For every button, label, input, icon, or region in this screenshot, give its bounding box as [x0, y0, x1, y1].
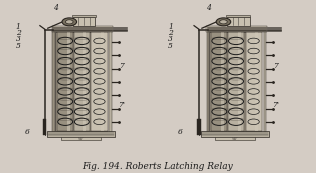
Bar — [74, 32, 90, 131]
Bar — [206, 26, 267, 32]
Ellipse shape — [220, 20, 227, 24]
Bar — [61, 137, 101, 140]
Text: wr: wr — [78, 136, 84, 141]
Bar — [52, 31, 55, 132]
Bar — [226, 15, 251, 17]
Bar — [91, 32, 107, 131]
Bar — [221, 32, 224, 131]
Bar — [67, 32, 70, 131]
Text: 6: 6 — [178, 128, 182, 136]
Bar — [52, 26, 112, 32]
Bar — [43, 119, 46, 135]
Text: Fig. 194. Roberts Latching Relay: Fig. 194. Roberts Latching Relay — [82, 162, 234, 171]
Bar — [55, 32, 107, 131]
Bar — [227, 17, 250, 26]
Text: 3: 3 — [168, 35, 173, 43]
Bar — [101, 32, 104, 131]
Text: 2: 2 — [168, 29, 173, 37]
Bar — [47, 131, 115, 137]
Bar — [201, 131, 269, 137]
Bar — [255, 32, 258, 131]
Bar — [211, 32, 228, 131]
Text: 7': 7' — [272, 101, 279, 109]
Bar — [72, 15, 96, 17]
Text: 4: 4 — [206, 4, 211, 12]
Text: 4: 4 — [53, 4, 58, 12]
Text: 1: 1 — [168, 23, 173, 31]
Bar — [228, 32, 244, 131]
Text: 7: 7 — [119, 62, 124, 70]
Text: 7: 7 — [274, 62, 278, 70]
Text: 1: 1 — [15, 23, 21, 31]
Ellipse shape — [216, 18, 231, 26]
Bar — [57, 32, 73, 131]
Bar — [207, 31, 209, 132]
Bar — [264, 31, 266, 132]
Text: 5: 5 — [15, 42, 21, 50]
Text: 2: 2 — [15, 29, 21, 37]
Text: 7': 7' — [118, 101, 125, 109]
Text: 6: 6 — [25, 128, 30, 136]
Ellipse shape — [62, 18, 76, 26]
Bar — [73, 17, 95, 26]
Bar — [246, 32, 262, 131]
Bar — [197, 119, 201, 135]
Bar — [109, 31, 112, 132]
Bar — [238, 32, 240, 131]
Text: 3: 3 — [15, 35, 21, 43]
Text: wr: wr — [232, 136, 238, 141]
Bar — [83, 32, 86, 131]
Bar — [209, 32, 261, 131]
Ellipse shape — [65, 20, 73, 24]
Bar — [215, 137, 255, 140]
Text: 5: 5 — [168, 42, 173, 50]
